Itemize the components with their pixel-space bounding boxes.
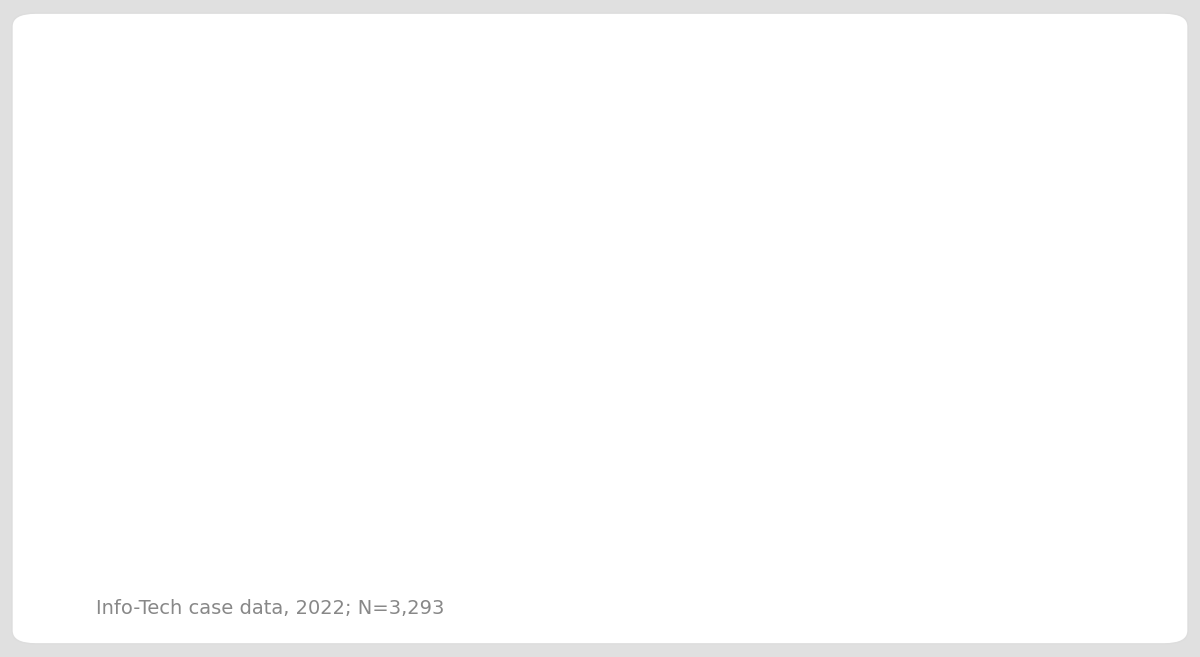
Text: Info-Tech case data, 2022; N=3,293: Info-Tech case data, 2022; N=3,293 [96,599,444,618]
Bar [734,261,817,350]
Bar [216,422,734,511]
Bar [734,100,1003,189]
Text: 13%: 13% [835,131,902,158]
Text: -25%: -25% [436,453,514,480]
Text: 4%: 4% [752,292,799,319]
